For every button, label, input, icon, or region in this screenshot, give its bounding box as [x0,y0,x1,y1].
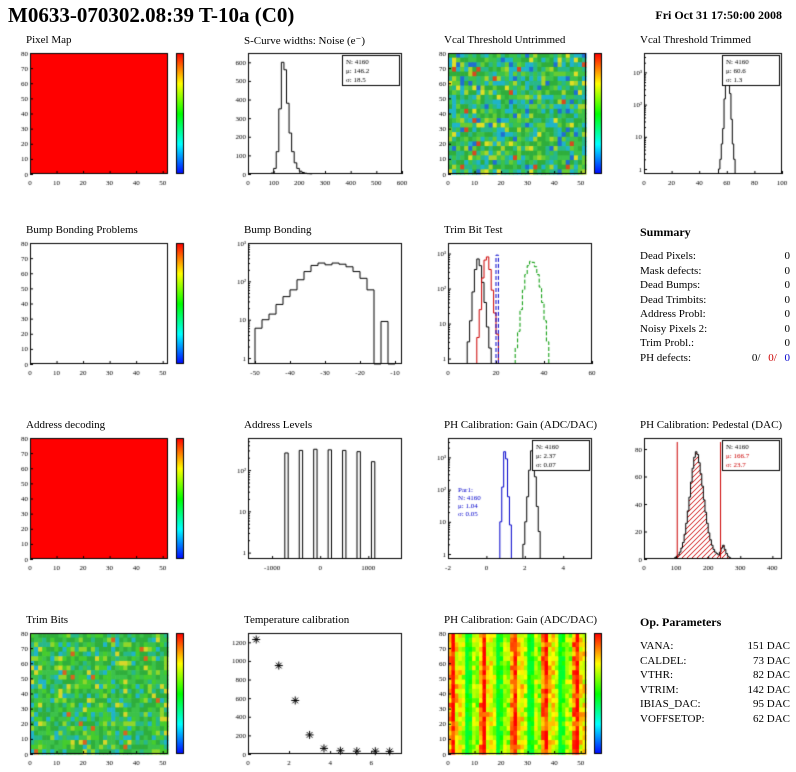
panel-vcal-untrimmed: Vcal Threshold Untrimmed [418,34,614,224]
address-levels-histogram [222,432,412,574]
summary-value: 0 [784,250,791,262]
temp-calibration-scatter [222,627,412,769]
summary-value: 0 [784,264,791,277]
ph-defects-value-3: 0 [784,351,791,364]
trim-bits-heatmap [4,627,194,769]
panel-trim-bit-test: Trim Bit Test [418,224,614,419]
panel-op-parameters: Op. Parameters VANA: 151 DAC CALDEL: 73 … [614,614,796,771]
plot-title-vcal-untrimmed: Vcal Threshold Untrimmed [444,34,566,46]
summary-label: Address Probl: [640,308,706,320]
page-title: M0633-070302.08:39 T-10a (C0) [8,3,295,27]
op-row-caldel: CALDEL: 73 DAC [640,654,790,669]
op-label: VTHR: [640,669,673,681]
summary-row-dead-trimbits: Dead Trimbits: 0 [640,293,790,308]
plot-title-bump-bonding: Bump Bonding [244,224,312,236]
vcal-trimmed-histogram [618,47,792,189]
panel-address-decoding: Address decoding [0,419,218,614]
op-row-vana: VANA: 151 DAC [640,639,790,654]
summary-row-dead-pixels: Dead Pixels: 0 [640,249,790,264]
ph-pedestal-histogram [618,432,792,574]
summary-row-ph-defects: PH defects: 0/ 0/ 0 [640,351,790,366]
plot-title-address-decoding: Address decoding [26,419,106,431]
panel-vcal-trimmed: Vcal Threshold Trimmed [614,34,796,224]
summary-row-address-probl: Address Probl: 0 [640,307,790,322]
op-row-ibias: IBIAS_DAC: 95 DAC [640,697,790,712]
pixel-map-heatmap [4,47,194,189]
summary-row-trim-probl: Trim Probl.: 0 [640,336,790,351]
summary-value: 0 [784,337,791,349]
panel-bump-bonding: Bump Bonding [218,224,418,419]
panel-ph-pedestal: PH Calibration: Pedestal (DAC) [614,419,796,614]
panel-bump-problems: Bump Bonding Problems [0,224,218,419]
op-row-voffsetop: VOFFSETOP: 62 DAC [640,712,790,727]
plot-title-temp-calibration: Temperature calibration [244,614,350,626]
panel-address-levels: Address Levels [218,419,418,614]
op-value: 151 DAC [747,640,790,652]
op-row-vtrim: VTRIM: 142 DAC [640,683,790,698]
address-decoding-heatmap [4,432,194,574]
summary-label: Noisy Pixels 2: [640,322,708,335]
ph-defects-values: 0/ 0/ 0 [747,351,790,366]
op-value: 82 DAC [753,669,790,681]
op-label: VANA: [640,640,674,652]
panel-scurve-noise: S-Curve widths: Noise (e⁻) [218,34,418,224]
plot-title-scurve-noise: S-Curve widths: Noise (e⁻) [244,35,365,47]
op-value: 73 DAC [753,654,790,667]
plot-title-vcal-trimmed: Vcal Threshold Trimmed [640,34,752,46]
plot-title-bump-problems: Bump Bonding Problems [26,224,138,236]
summary-value: 0 [784,308,791,320]
summary-label: Trim Probl.: [640,337,695,349]
panel-temp-calibration: Temperature calibration [218,614,418,771]
bump-problems-heatmap [4,237,194,379]
summary-value: 0 [784,322,791,335]
panel-ph-gain-hist: PH Calibration: Gain (ADC/DAC) [418,419,614,614]
plot-title-trim-bits: Trim Bits [26,614,69,626]
summary-value: 0 [784,293,791,306]
op-row-vthr: VTHR: 82 DAC [640,668,790,683]
vcal-untrimmed-heatmap [422,47,612,189]
op-label: VOFFSETOP: [640,712,705,725]
op-label: VTRIM: [640,683,679,696]
op-value: 62 DAC [753,712,790,725]
op-params-title: Op. Parameters [640,615,722,629]
panel-ph-gain-map: PH Calibration: Gain (ADC/DAC) [418,614,614,771]
summary-label: Dead Pixels: [640,250,696,262]
trim-bit-test-histogram [422,237,602,379]
plot-title-address-levels: Address Levels [244,419,313,431]
summary-row-mask-defects: Mask defects: 0 [640,264,790,279]
plot-grid: Pixel Map S-Curve widths: Noise (e⁻) Vca… [0,34,796,771]
op-value: 95 DAC [753,698,790,710]
plot-title-ph-pedestal: PH Calibration: Pedestal (DAC) [640,419,783,431]
ph-gain-histogram [422,432,602,574]
panel-summary: Summary Dead Pixels: 0 Mask defects: 0 D… [614,224,796,419]
plot-title-ph-gain-hist: PH Calibration: Gain (ADC/DAC) [444,419,598,431]
op-label: CALDEL: [640,654,687,667]
plot-title-ph-gain-map: PH Calibration: Gain (ADC/DAC) [444,614,598,626]
op-value: 142 DAC [747,683,790,696]
summary-row-dead-bumps: Dead Bumps: 0 [640,278,790,293]
ph-defects-value-1: 0/ [751,351,761,364]
summary-label: Dead Bumps: [640,279,701,291]
ph-defects-value-2: 0/ [768,351,777,364]
timestamp: Fri Oct 31 17:50:00 2008 [655,8,782,22]
panel-pixel-map: Pixel Map [0,34,218,224]
plot-title-trim-bit-test: Trim Bit Test [444,224,503,236]
summary-label: Dead Trimbits: [640,293,707,306]
plot-title-pixel-map: Pixel Map [26,34,72,46]
summary-label: PH defects: [640,351,692,364]
summary-title: Summary [640,225,691,239]
panel-trim-bits: Trim Bits [0,614,218,771]
page-header: M0633-070302.08:39 T-10a (C0) Fri Oct 31… [0,0,796,34]
scurve-noise-histogram [222,47,412,189]
summary-value: 0 [784,279,791,291]
summary-label: Mask defects: [640,264,702,277]
bump-bonding-histogram [222,237,412,379]
op-label: IBIAS_DAC: [640,698,701,710]
ph-gain-heatmap [422,627,612,769]
summary-row-noisy-pixels: Noisy Pixels 2: 0 [640,322,790,337]
